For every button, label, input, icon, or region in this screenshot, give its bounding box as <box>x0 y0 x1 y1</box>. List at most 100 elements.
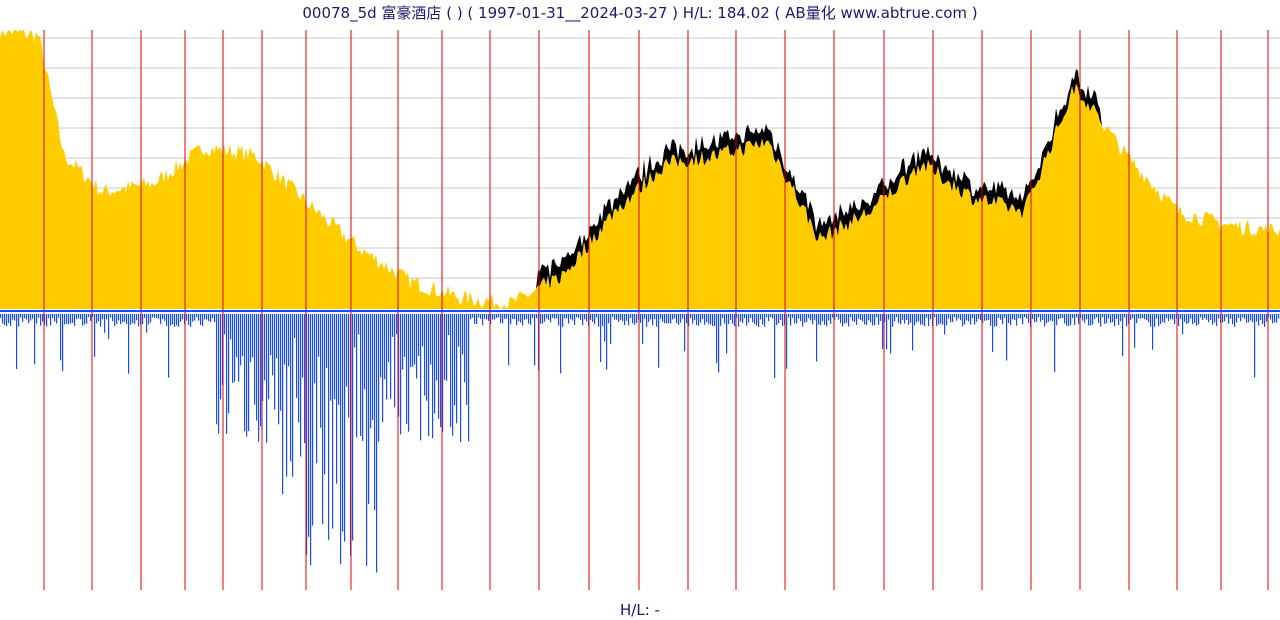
volume-bar <box>1150 314 1152 327</box>
volume-bar <box>36 314 38 324</box>
volume-bar <box>1190 314 1192 319</box>
volume-bar <box>398 314 400 417</box>
volume-bar <box>98 314 100 322</box>
volume-bar <box>94 314 96 357</box>
volume-bar <box>848 314 850 327</box>
volume-bar <box>1276 314 1278 323</box>
volume-bar <box>416 314 418 379</box>
volume-bar <box>238 314 240 382</box>
volume-bar <box>822 314 824 321</box>
volume-bar <box>918 314 920 322</box>
volume-bar <box>8 314 10 323</box>
volume-bar <box>112 314 114 322</box>
volume-bar <box>812 314 814 325</box>
volume-bar <box>594 314 596 325</box>
volume-bar <box>310 314 312 566</box>
volume-bar <box>1214 314 1216 323</box>
volume-bar <box>1072 314 1074 319</box>
volume-bar <box>1236 314 1238 323</box>
volume-bar <box>698 314 700 326</box>
volume-bar <box>296 314 298 398</box>
chart-footer: H/L: - <box>620 601 660 619</box>
volume-bar <box>1224 314 1226 322</box>
volume-bar <box>1174 314 1176 324</box>
volume-bar <box>274 314 276 410</box>
volume-bar <box>348 314 350 418</box>
volume-bar <box>934 314 936 318</box>
volume-bar <box>882 314 884 349</box>
volume-bar <box>906 314 908 320</box>
volume-bar <box>652 314 654 326</box>
volume-bar <box>1010 314 1012 326</box>
volume-bar <box>452 314 454 436</box>
volume-bar <box>970 314 972 325</box>
volume-bar <box>502 314 504 324</box>
volume-bar <box>1078 314 1080 324</box>
volume-bar <box>278 314 280 425</box>
volume-bar <box>118 314 120 321</box>
volume-bar <box>1260 314 1262 320</box>
volume-bar <box>1196 314 1198 326</box>
volume-bar <box>760 314 762 320</box>
volume-bar <box>678 314 680 325</box>
volume-bar <box>798 314 800 319</box>
volume-bar <box>886 314 888 350</box>
volume-bar <box>564 314 566 319</box>
volume-bar <box>752 314 754 323</box>
volume-bar <box>1228 314 1230 324</box>
volume-bar <box>1208 314 1210 323</box>
volume-bar <box>1112 314 1114 323</box>
volume-bar <box>70 314 72 324</box>
volume-bar <box>968 314 970 322</box>
volume-bar <box>706 314 708 323</box>
volume-bar <box>1082 314 1084 321</box>
volume-bar <box>1094 314 1096 319</box>
volume-bar <box>50 314 52 326</box>
volume-bar <box>688 314 690 327</box>
volume-bar <box>888 314 890 320</box>
volume-bar <box>568 314 570 324</box>
volume-bar <box>552 314 554 318</box>
volume-bar <box>946 314 948 326</box>
volume-bar <box>828 314 830 321</box>
volume-bar <box>304 314 306 443</box>
volume-bar <box>254 314 256 405</box>
volume-bar <box>242 314 244 357</box>
volume-bar <box>42 314 44 322</box>
volume-bar <box>434 314 436 414</box>
volume-bar <box>656 314 658 327</box>
volume-bar <box>414 314 416 365</box>
volume-bar <box>704 314 706 325</box>
volume-bar <box>494 314 496 320</box>
volume-bar <box>12 314 14 320</box>
volume-bar <box>26 314 28 320</box>
volume-bar <box>1222 314 1224 323</box>
volume-bar <box>660 314 662 319</box>
volume-bar <box>1110 314 1112 323</box>
volume-bar <box>836 314 838 317</box>
volume-bar <box>522 314 524 326</box>
volume-bar <box>630 314 632 318</box>
volume-bar <box>958 314 960 319</box>
volume-bar <box>866 314 868 325</box>
volume-bar <box>382 314 384 422</box>
volume-bar <box>1018 314 1020 319</box>
volume-bar <box>364 314 366 390</box>
volume-bar <box>1114 314 1116 327</box>
volume-bar <box>610 314 612 344</box>
volume-bar <box>572 314 574 321</box>
volume-bar <box>930 314 932 320</box>
volume-bar <box>690 314 692 319</box>
volume-bar <box>740 314 742 322</box>
volume-bar <box>796 314 798 324</box>
volume-bar <box>336 314 338 484</box>
volume-bar <box>1020 314 1022 319</box>
volume-bar <box>1012 314 1014 320</box>
volume-bar <box>56 314 58 324</box>
volume-bar <box>644 314 646 319</box>
volume-bar <box>634 314 636 325</box>
volume-bar <box>1178 314 1180 327</box>
volume-bar <box>1256 314 1258 322</box>
volume-bar <box>550 314 552 323</box>
volume-bar <box>236 314 238 358</box>
